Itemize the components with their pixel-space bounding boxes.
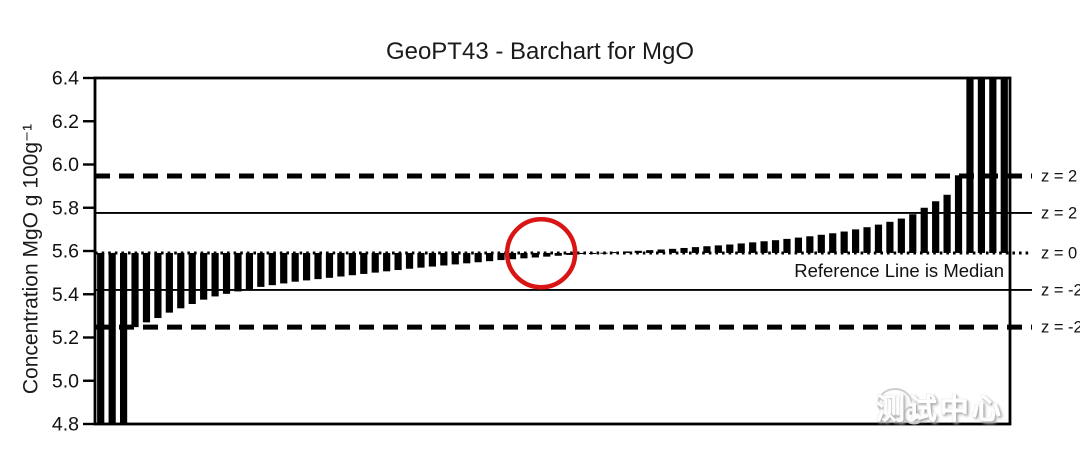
bar	[863, 227, 871, 253]
bar	[886, 221, 894, 253]
bar	[966, 78, 974, 253]
bar	[394, 252, 402, 271]
bar	[623, 251, 631, 253]
bar	[268, 252, 276, 286]
bar	[348, 252, 356, 276]
bar	[954, 175, 963, 253]
bar	[989, 78, 997, 253]
bar	[291, 252, 299, 282]
bar	[737, 243, 745, 253]
bar	[726, 244, 734, 253]
bar	[543, 252, 551, 257]
bar	[383, 252, 391, 272]
median-annotation: Reference Line is Median	[794, 260, 1004, 281]
bar	[566, 252, 574, 255]
bar	[451, 252, 459, 265]
bar	[211, 252, 219, 297]
bar	[337, 252, 345, 277]
bar	[360, 252, 368, 274]
bar	[714, 245, 722, 253]
y-tick-label: 6.0	[52, 154, 79, 176]
bar	[463, 252, 471, 264]
bar	[794, 237, 803, 253]
bar	[680, 247, 688, 253]
bar	[668, 248, 677, 253]
bar	[280, 252, 288, 284]
y-tick-label: 6.2	[52, 111, 79, 133]
bar	[783, 238, 791, 253]
bar	[760, 241, 768, 253]
bar	[142, 252, 151, 323]
bar	[177, 252, 185, 309]
bar	[222, 252, 231, 294]
y-tick-label: 4.8	[52, 414, 79, 436]
bar	[131, 252, 139, 328]
bar	[920, 207, 928, 253]
bar	[257, 252, 265, 287]
y-tick-label: 5.0	[52, 370, 79, 392]
bar	[703, 246, 711, 253]
bar	[188, 252, 196, 304]
bar	[417, 252, 425, 268]
bar	[977, 78, 986, 253]
bar	[302, 252, 311, 281]
bar	[428, 252, 437, 267]
bar	[474, 252, 482, 263]
bar	[691, 247, 700, 253]
highlight-circle	[504, 216, 578, 290]
bar	[577, 252, 585, 255]
z-label: z = -2	[1041, 281, 1080, 299]
bar	[154, 252, 162, 319]
bar	[531, 252, 539, 258]
bars-group	[97, 78, 1008, 424]
bar	[520, 252, 528, 259]
bar	[165, 252, 173, 313]
bar	[771, 240, 780, 253]
bar	[851, 229, 860, 253]
bar	[829, 233, 837, 253]
bar	[119, 252, 128, 424]
bar	[325, 252, 334, 278]
y-tick-label: 5.6	[52, 241, 79, 263]
y-tick-label: 5.8	[52, 197, 79, 219]
bar	[440, 252, 448, 266]
bar	[897, 218, 905, 253]
bar	[405, 252, 414, 269]
plot-border	[93, 76, 1012, 426]
y-tick-label: 5.2	[52, 327, 79, 349]
bar	[108, 252, 116, 424]
bar	[657, 249, 665, 253]
bar	[485, 252, 494, 262]
z-label: z = 0	[1041, 244, 1077, 262]
bar	[840, 231, 848, 253]
bar	[97, 252, 105, 424]
bar	[371, 252, 379, 273]
bar	[749, 242, 757, 253]
bar	[314, 252, 322, 280]
y-tick-label: 6.4	[52, 68, 79, 90]
bar	[234, 252, 242, 292]
y-tick-label: 5.4	[52, 284, 79, 306]
chart-title: GeoPT43 - Barchart for MgO	[385, 38, 695, 65]
bar	[611, 252, 620, 254]
bar	[200, 252, 208, 300]
z-label: z = -2	[1041, 319, 1080, 337]
bar	[932, 201, 940, 253]
z-label: z = 2	[1041, 167, 1077, 185]
bar	[1000, 78, 1008, 253]
bar	[497, 252, 505, 261]
z-label: z = 2	[1041, 204, 1077, 222]
bar	[806, 236, 814, 253]
bar	[943, 194, 951, 253]
bar	[508, 252, 517, 260]
bar	[245, 252, 254, 290]
bar	[874, 224, 883, 253]
bar	[909, 214, 917, 253]
bar	[817, 234, 825, 253]
